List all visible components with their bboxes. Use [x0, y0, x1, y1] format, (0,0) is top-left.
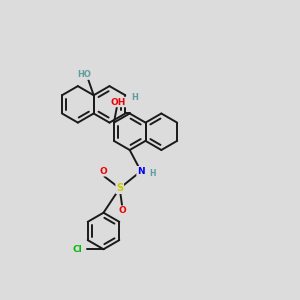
Text: H: H: [132, 92, 139, 101]
Text: OH: OH: [111, 98, 126, 106]
Text: O: O: [118, 206, 126, 215]
Text: HO: HO: [77, 70, 91, 79]
Text: O: O: [100, 167, 108, 176]
Text: N: N: [137, 167, 145, 176]
Text: Cl: Cl: [72, 245, 82, 254]
Text: S: S: [116, 183, 123, 193]
Text: H: H: [149, 169, 155, 178]
